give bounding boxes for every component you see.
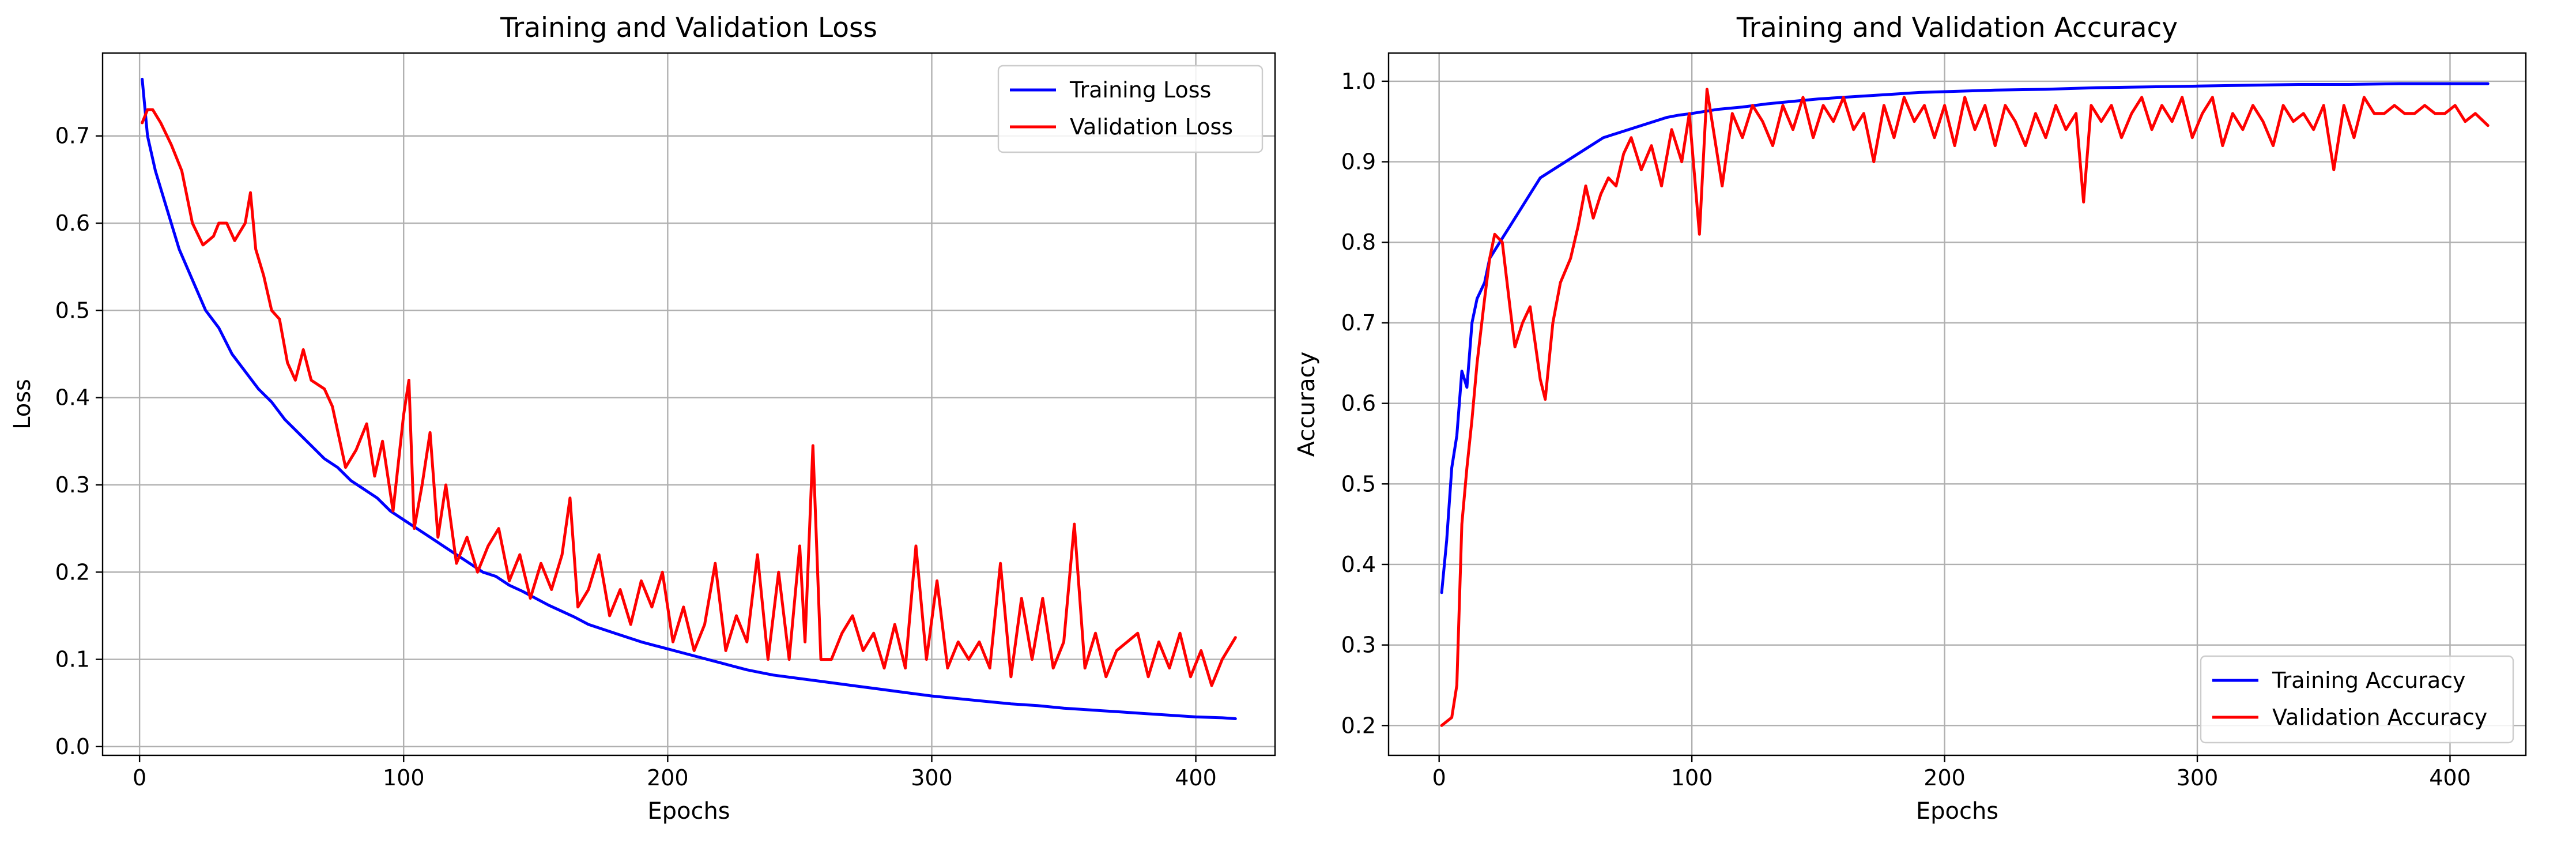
y-tick-label: 0.2 bbox=[1341, 713, 1376, 738]
x-axis-label: Epochs bbox=[647, 798, 730, 825]
y-axis-label: Loss bbox=[9, 379, 36, 430]
x-tick-label: 0 bbox=[133, 765, 146, 790]
y-tick-label: 0.8 bbox=[1341, 229, 1376, 255]
y-tick-label: 0.3 bbox=[1341, 633, 1376, 658]
chart-title: Training and Validation Accuracy bbox=[1736, 12, 2178, 44]
legend-entry: Training Accuracy bbox=[2272, 668, 2466, 693]
axes-frame bbox=[101, 52, 1276, 756]
y-tick-label: 0.3 bbox=[55, 472, 90, 498]
x-tick-label: 200 bbox=[647, 765, 689, 790]
legend: Training Loss Validation Loss bbox=[997, 65, 1264, 153]
legend-entry: Validation Accuracy bbox=[2272, 705, 2487, 730]
y-tick-label: 0.2 bbox=[55, 559, 90, 585]
x-tick-label: 400 bbox=[1175, 765, 1217, 790]
legend-entry: Validation Loss bbox=[1070, 114, 1233, 140]
legend-entry: Training Loss bbox=[1069, 77, 1211, 103]
x-tick-label: 200 bbox=[1923, 765, 1966, 790]
x-tick-label: 100 bbox=[1671, 765, 1713, 790]
axes-frame bbox=[1387, 52, 2527, 756]
y-tick-label: 0.6 bbox=[55, 210, 90, 236]
x-tick-label: 300 bbox=[911, 765, 953, 790]
series-line-validation-loss bbox=[141, 108, 1237, 687]
chart-title: Training and Validation Loss bbox=[500, 12, 877, 44]
legend-box bbox=[2200, 655, 2514, 744]
x-tick-label: 0 bbox=[1432, 765, 1446, 790]
x-tick-label: 100 bbox=[383, 765, 425, 790]
y-tick-label: 0.9 bbox=[1341, 149, 1376, 175]
legend: Training Accuracy Validation Accuracy bbox=[2200, 655, 2514, 744]
y-tick-label: 0.7 bbox=[1341, 310, 1376, 336]
y-tick-label: 0.5 bbox=[55, 298, 90, 323]
series-line-training-loss bbox=[141, 77, 1237, 720]
x-tick-label: 400 bbox=[2429, 765, 2471, 790]
series-line-validation-accuracy bbox=[1440, 88, 2490, 727]
x-axis-label: Epochs bbox=[1916, 798, 1998, 825]
y-tick-label: 0.7 bbox=[55, 123, 90, 149]
accuracy-chart: 0 100 200 300 400 0.2 0.3 0.4 0.5 0.6 0.7 0.8 0.9 1.0… bbox=[1293, 12, 2527, 825]
y-tick-label: 1.0 bbox=[1341, 69, 1376, 94]
y-tick-label: 0.1 bbox=[55, 647, 90, 672]
x-tick-label: 300 bbox=[2177, 765, 2219, 790]
y-tick-label: 0.4 bbox=[55, 385, 90, 411]
loss-chart: 0 100 200 300 400 0.0 0.1 0.2 0.3 0.4 0.5 0.6 0.7 Tra… bbox=[9, 12, 1276, 825]
series-line-training-accuracy bbox=[1440, 82, 2490, 594]
y-tick-label: 0.6 bbox=[1341, 391, 1376, 416]
y-tick-label: 0.4 bbox=[1341, 552, 1376, 577]
y-tick-label: 0.0 bbox=[55, 734, 90, 759]
y-axis-label: Accuracy bbox=[1293, 352, 1320, 457]
legend-box bbox=[997, 65, 1264, 153]
y-tick-label: 0.5 bbox=[1341, 471, 1376, 496]
